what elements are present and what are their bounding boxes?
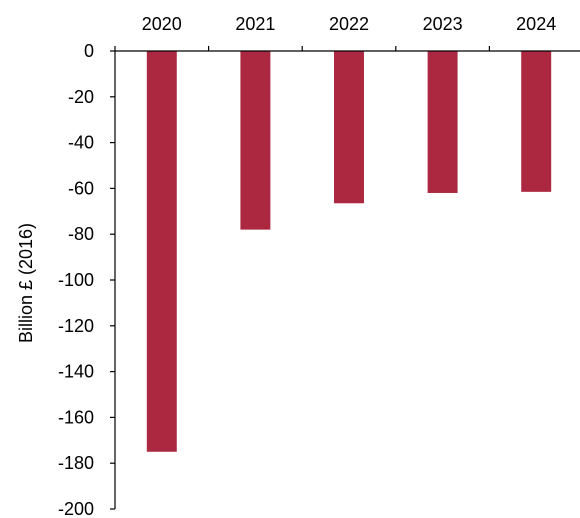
y-tick-label: -200: [58, 499, 94, 518]
bar-2022: [334, 51, 364, 204]
x-category-label-2020: 2020: [142, 14, 182, 34]
x-category-label-2023: 2023: [423, 14, 463, 34]
bars-group: [146, 51, 552, 452]
y-tick-label: -20: [68, 87, 94, 107]
x-category-label-2022: 2022: [329, 14, 369, 34]
y-axis-title: Billion £ (2016): [16, 223, 36, 343]
y-tick-label: -60: [68, 178, 94, 198]
y-tick-label: -80: [68, 224, 94, 244]
bar-2021: [240, 51, 271, 230]
y-tick-label: -180: [58, 453, 94, 473]
y-tick-label: -160: [58, 407, 94, 427]
y-tick-label: -140: [58, 362, 94, 382]
bar-2023: [427, 51, 458, 193]
bar-2024: [521, 51, 552, 192]
y-tick-label: 0: [84, 41, 94, 61]
x-axis-ticks: 2020 2021 2022 2023 2024: [114, 14, 556, 51]
y-tick-label: -40: [68, 133, 94, 153]
y-tick-label: -120: [58, 316, 94, 336]
x-category-label-2024: 2024: [516, 14, 556, 34]
y-tick-label: -100: [58, 270, 94, 290]
x-category-label-2021: 2021: [235, 14, 275, 34]
bar-2020: [146, 51, 177, 452]
y-axis-ticks: 0 -20 -40 -60 -80 -100 -120 -140 -160 -180 -200: [58, 41, 115, 518]
